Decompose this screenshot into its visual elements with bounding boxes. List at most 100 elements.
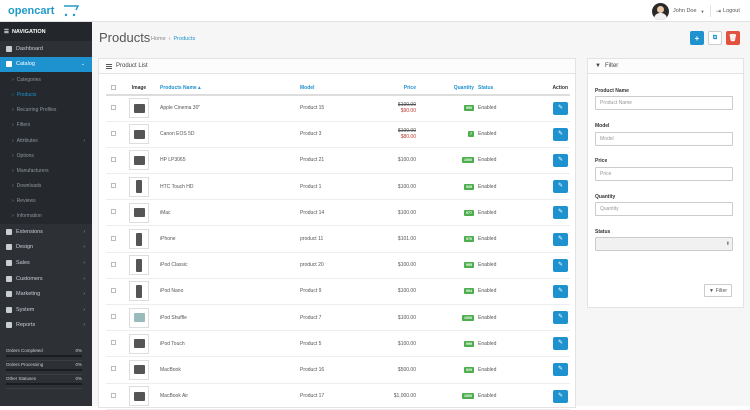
select-all-checkbox[interactable] [110,84,116,90]
product-model: Product 15 [298,95,358,122]
edit-button[interactable]: ✎ [553,284,568,298]
row-checkbox[interactable] [110,261,116,267]
product-name: Apple Cinema 30" [158,95,298,122]
breadcrumb-products[interactable]: Products [173,36,196,42]
stat-orders-processing: Orders Processing 0% [6,361,82,375]
edit-button[interactable]: ✎ [553,337,568,351]
row-checkbox[interactable] [110,287,116,293]
sidebar-sub-categories[interactable]: Categories [0,72,92,88]
logout-icon: ⇥ [716,8,722,15]
column-name[interactable]: Products Name ▴ [158,82,298,96]
row-checkbox[interactable] [110,235,116,241]
product-model: Product 16 [298,356,358,384]
sidebar-item-dashboard[interactable]: Dashboard [0,41,92,57]
sidebar-item-system[interactable]: System › [0,302,92,318]
product-model: Product 1 [298,173,358,201]
sidebar-item-reports[interactable]: Reports › [0,318,92,334]
logout-link[interactable]: ⇥ Logout [710,5,740,17]
sidebar-item-customers[interactable]: Customers › [0,271,92,287]
row-checkbox[interactable] [110,209,116,215]
model-label: Model [595,123,610,129]
sidebar-sub-options[interactable]: Options [0,148,92,164]
row-checkbox[interactable] [110,156,116,162]
sidebar: ☰ NAVIGATION Dashboard Catalog⌄ Categori… [0,22,92,406]
column-price[interactable]: Price [358,82,418,96]
row-checkbox[interactable] [110,392,116,398]
sidebar-item-catalog[interactable]: Catalog ⌄ [0,56,92,73]
product-model: Product 9 [298,278,358,306]
sidebar-item-sales[interactable]: Sales › [0,255,92,271]
filter-panel: ▼ Filter Product Name Product Name Model… [587,58,744,308]
stat-other-statuses: Other Statuses 0% [6,375,82,389]
status-select[interactable] [595,237,733,251]
select-all-cell [106,82,120,96]
share-icon [6,291,12,298]
column-image: Image [120,82,158,96]
row-checkbox[interactable] [110,130,116,136]
edit-button[interactable]: ✎ [553,206,568,220]
sidebar-item-marketing[interactable]: Marketing › [0,286,92,302]
sidebar-item-design[interactable]: Design › [0,240,92,256]
sidebar-sub-information[interactable]: Information [0,208,92,225]
product-status: Enabled [476,95,524,122]
row-checkbox[interactable] [110,314,116,320]
filter-button[interactable]: ▼ Filter [704,284,732,297]
breadcrumb-home[interactable]: Home [151,36,166,42]
column-quantity[interactable]: Quantity [418,82,476,96]
product-thumbnail [129,229,149,250]
edit-button[interactable]: ✎ [553,153,568,167]
product-name-input[interactable]: Product Name [595,96,733,110]
sidebar-sub-attributes[interactable]: Attributes› [0,132,92,149]
sidebar-sub-reviews[interactable]: Reviews [0,193,92,209]
price-input[interactable]: Price [595,167,733,181]
product-price: $500.00 [358,356,418,384]
caret-down-icon: ▼ [700,8,705,14]
row-checkbox[interactable] [110,104,116,110]
product-price: $100.00 [358,173,418,201]
edit-button[interactable]: ✎ [553,232,568,246]
breadcrumb: Home › Products [151,36,196,42]
user-menu[interactable]: John Doe ▼ [650,2,705,20]
sidebar-item-extensions[interactable]: Extensions › [0,224,92,240]
edit-button[interactable]: ✎ [553,101,568,115]
sidebar-sub-downloads[interactable]: Downloads [0,178,92,194]
pencil-icon: ✎ [557,130,564,137]
opencart-logo[interactable]: opencart [8,3,80,19]
sidebar-sub-manufacturers[interactable]: Manufacturers [0,163,92,179]
add-product-button[interactable]: + [690,31,704,45]
column-model[interactable]: Model [298,82,358,96]
pencil-icon: ✎ [557,366,564,373]
user-name: John Doe [673,8,697,14]
product-thumbnail [129,98,149,119]
funnel-icon: ▼ [595,63,601,69]
product-name-label: Product Name [595,88,629,94]
row-checkbox[interactable] [110,366,116,372]
pencil-icon: ✎ [557,287,564,294]
edit-button[interactable]: ✎ [553,127,568,141]
product-price: $1,000.00 [358,383,418,410]
plus-icon: + [694,33,700,43]
edit-button[interactable]: ✎ [553,363,568,377]
model-input[interactable]: Model [595,132,733,146]
quantity-badge: 1000 [462,314,474,321]
copy-button[interactable]: ⧉ [708,31,722,45]
sidebar-sub-recurring-profiles[interactable]: Recurring Profiles [0,102,92,118]
sidebar-sub-products[interactable]: Products [0,87,92,103]
delete-button[interactable]: 🗑 [726,31,740,45]
product-name: iPod Touch [158,330,298,358]
row-checkbox[interactable] [110,183,116,189]
quantity-input[interactable]: Quantity [595,202,733,216]
edit-button[interactable]: ✎ [553,389,568,403]
edit-button[interactable]: ✎ [553,180,568,194]
quantity-badge: 939 [464,183,474,190]
edit-button[interactable]: ✎ [553,258,568,272]
user-icon [6,275,12,282]
sidebar-sub-filters[interactable]: Filters [0,117,92,133]
row-checkbox[interactable] [110,340,116,346]
column-status[interactable]: Status [476,82,524,96]
product-price: $100.00 $90.00 [358,95,418,122]
product-status: Enabled [476,278,524,306]
product-table: Image Products Name ▴ Model Price Quanti… [106,82,570,410]
avatar [652,2,669,20]
edit-button[interactable]: ✎ [553,311,568,325]
